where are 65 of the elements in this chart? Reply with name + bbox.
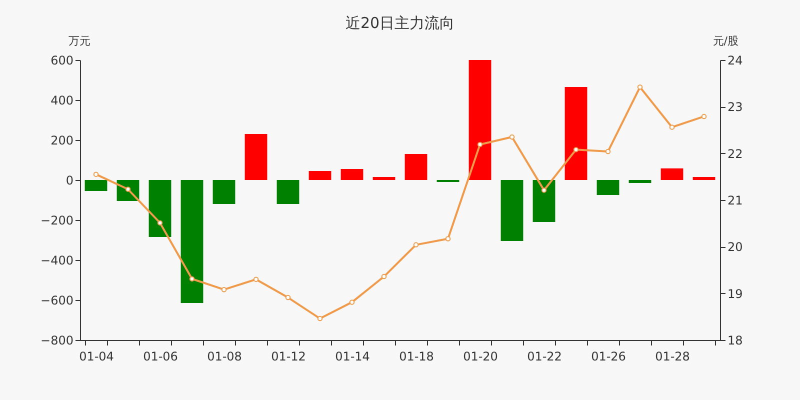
y-tick-label: 200 bbox=[50, 134, 74, 148]
x-tick-label: 01-06 bbox=[143, 350, 178, 364]
point bbox=[285, 294, 291, 300]
point bbox=[701, 114, 707, 120]
x-tick-label: 01-20 bbox=[463, 350, 498, 364]
y2-tick-label: 19 bbox=[728, 286, 743, 301]
bar bbox=[404, 154, 428, 180]
bar bbox=[308, 171, 332, 180]
y-tick-label: −800 bbox=[40, 334, 74, 348]
y2-tick-label: 24 bbox=[728, 54, 743, 68]
bar bbox=[628, 180, 652, 183]
y2-tick-label: 21 bbox=[728, 194, 743, 208]
point bbox=[189, 276, 195, 282]
point bbox=[445, 236, 451, 242]
chart-title: 近20日主力流向 bbox=[345, 14, 455, 32]
point bbox=[413, 242, 419, 248]
x-tick-label: 01-04 bbox=[79, 350, 114, 364]
point bbox=[157, 220, 163, 226]
y-axis-title: 万元 bbox=[68, 34, 90, 48]
bar bbox=[276, 180, 300, 204]
point bbox=[605, 148, 611, 154]
point bbox=[253, 276, 259, 282]
point bbox=[93, 172, 99, 177]
y-tick-label: 0 bbox=[66, 174, 74, 188]
y2-axis-title: 元/股 bbox=[712, 34, 738, 48]
x-tick-label: 01-22 bbox=[527, 350, 562, 364]
bar bbox=[212, 180, 236, 204]
bar bbox=[660, 168, 684, 180]
x-tick-label: 01-28 bbox=[655, 350, 690, 364]
y2-tick-label: 22 bbox=[728, 146, 743, 161]
bar bbox=[372, 177, 396, 180]
bar bbox=[148, 180, 172, 237]
point bbox=[221, 286, 227, 292]
bar bbox=[564, 87, 588, 180]
y-tick-label: −600 bbox=[40, 294, 74, 308]
bar bbox=[500, 180, 524, 241]
point bbox=[317, 316, 323, 322]
bar bbox=[340, 169, 364, 180]
x-tick-label: 01-12 bbox=[271, 350, 306, 364]
y2-tick-label: 23 bbox=[728, 100, 743, 114]
y2-tick-label: 18 bbox=[728, 334, 743, 348]
y-tick-label: 400 bbox=[50, 94, 74, 108]
bar bbox=[468, 60, 492, 180]
point bbox=[573, 146, 579, 152]
x-tick-label: 01-08 bbox=[207, 350, 242, 364]
bar bbox=[596, 180, 620, 195]
point bbox=[381, 274, 387, 280]
bar bbox=[532, 180, 556, 222]
x-tick-label: 01-18 bbox=[399, 350, 434, 364]
point bbox=[541, 188, 547, 193]
x-tick-label: 01-26 bbox=[591, 350, 626, 364]
point bbox=[477, 142, 483, 148]
y-tick-label: 600 bbox=[50, 54, 74, 68]
bar bbox=[244, 134, 268, 180]
y-tick-label: −200 bbox=[40, 214, 74, 228]
y2-tick-label: 20 bbox=[728, 240, 743, 254]
point bbox=[669, 124, 675, 130]
point bbox=[637, 84, 643, 90]
x-tick-label: 01-14 bbox=[335, 350, 370, 364]
y-tick-label: −400 bbox=[40, 254, 74, 268]
bar bbox=[84, 180, 108, 191]
point bbox=[349, 300, 355, 305]
bar bbox=[180, 180, 204, 303]
bar bbox=[692, 177, 716, 180]
point bbox=[509, 134, 515, 140]
